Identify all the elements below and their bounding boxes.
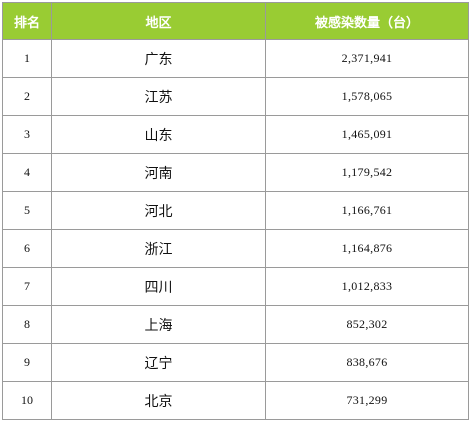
region-cell: 浙江 [51, 229, 266, 268]
count-cell: 731,299 [265, 381, 469, 420]
table-body: 1 广东 2,371,941 2 江苏 1,578,065 3 山东 1,465… [2, 39, 469, 420]
table-header: 排名 地区 被感染数量（台） [2, 2, 469, 40]
table-row: 4 河南 1,179,542 [2, 153, 469, 192]
table-row: 8 上海 852,302 [2, 305, 469, 344]
table-row: 5 河北 1,166,761 [2, 191, 469, 230]
count-cell: 1,164,876 [265, 229, 469, 268]
count-cell: 1,465,091 [265, 115, 469, 154]
count-cell: 1,012,833 [265, 267, 469, 306]
rank-cell: 8 [2, 305, 52, 344]
rank-cell: 9 [2, 343, 52, 382]
table-row: 7 四川 1,012,833 [2, 267, 469, 306]
region-cell: 辽宁 [51, 343, 266, 382]
table-row: 9 辽宁 838,676 [2, 343, 469, 382]
region-cell: 山东 [51, 115, 266, 154]
header-count: 被感染数量（台） [265, 2, 469, 40]
table-row: 1 广东 2,371,941 [2, 39, 469, 78]
count-cell: 2,371,941 [265, 39, 469, 78]
count-cell: 1,179,542 [265, 153, 469, 192]
rank-cell: 10 [2, 381, 52, 420]
rank-cell: 5 [2, 191, 52, 230]
count-cell: 1,578,065 [265, 77, 469, 116]
rank-cell: 2 [2, 77, 52, 116]
table-row: 6 浙江 1,164,876 [2, 229, 469, 268]
table-row: 3 山东 1,465,091 [2, 115, 469, 154]
rank-cell: 4 [2, 153, 52, 192]
region-cell: 河南 [51, 153, 266, 192]
count-cell: 838,676 [265, 343, 469, 382]
region-cell: 上海 [51, 305, 266, 344]
rank-cell: 3 [2, 115, 52, 154]
ranking-table-container: 排名 地区 被感染数量（台） 1 广东 2,371,941 2 江苏 1,578… [2, 2, 469, 420]
table-row: 10 北京 731,299 [2, 381, 469, 420]
count-cell: 1,166,761 [265, 191, 469, 230]
region-cell: 四川 [51, 267, 266, 306]
rank-cell: 1 [2, 39, 52, 78]
region-cell: 广东 [51, 39, 266, 78]
rank-cell: 6 [2, 229, 52, 268]
region-cell: 河北 [51, 191, 266, 230]
table-row: 2 江苏 1,578,065 [2, 77, 469, 116]
count-cell: 852,302 [265, 305, 469, 344]
rank-cell: 7 [2, 267, 52, 306]
infection-ranking-table: 排名 地区 被感染数量（台） 1 广东 2,371,941 2 江苏 1,578… [2, 2, 469, 420]
region-cell: 江苏 [51, 77, 266, 116]
region-cell: 北京 [51, 381, 266, 420]
header-rank: 排名 [2, 2, 52, 40]
header-row: 排名 地区 被感染数量（台） [2, 2, 469, 40]
header-region: 地区 [51, 2, 266, 40]
